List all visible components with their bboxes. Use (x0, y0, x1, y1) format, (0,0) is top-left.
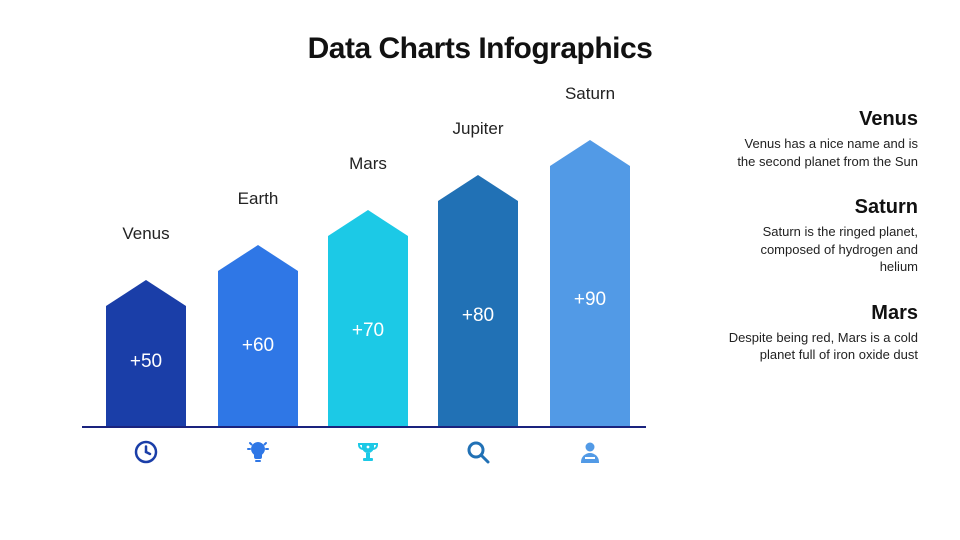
bar-tip (550, 140, 630, 166)
bar-label: Earth (218, 189, 298, 209)
bar-label: Jupiter (438, 119, 518, 139)
bar-value: +80 (438, 305, 518, 327)
bar-label: Saturn (550, 84, 630, 104)
bar-venus: Venus+50 (106, 280, 186, 426)
magnifier-icon (438, 440, 518, 469)
trophy-icon (328, 440, 408, 469)
note-mars: Mars Despite being red, Mars is a cold pl… (728, 302, 918, 364)
bar-tip (106, 280, 186, 306)
note-title: Venus (728, 108, 918, 131)
bar-tip (438, 175, 518, 201)
chart-baseline (82, 426, 646, 428)
slide: Data Charts Infographics Venus+50Earth+6… (0, 0, 960, 540)
bar-value: +60 (218, 335, 298, 357)
bar-saturn: Saturn+90 (550, 140, 630, 426)
bar-value: +70 (328, 320, 408, 342)
note-body: Saturn is the ringed planet, composed of… (728, 223, 918, 276)
bar-earth: Earth+60 (218, 245, 298, 426)
bar-value: +90 (550, 289, 630, 311)
bars-container: Venus+50Earth+60Mars+70Jupiter+80Saturn+… (88, 106, 640, 426)
bar-tip (218, 245, 298, 271)
clock-icon (106, 440, 186, 469)
note-venus: Venus Venus has a nice name and is the se… (728, 108, 918, 170)
arrow-bar-chart: Venus+50Earth+60Mars+70Jupiter+80Saturn+… (88, 108, 640, 428)
bar-label: Venus (106, 224, 186, 244)
note-body: Despite being red, Mars is a cold planet… (728, 329, 918, 364)
note-body: Venus has a nice name and is the second … (728, 135, 918, 170)
note-title: Saturn (728, 196, 918, 219)
page-title: Data Charts Infographics (0, 32, 960, 66)
bar-label: Mars (328, 154, 408, 174)
bar-value: +50 (106, 351, 186, 373)
bar-jupiter: Jupiter+80 (438, 175, 518, 426)
bar-mars: Mars+70 (328, 210, 408, 426)
note-title: Mars (728, 302, 918, 325)
bar-tip (328, 210, 408, 236)
person-icon (550, 440, 630, 469)
icon-row (88, 440, 640, 476)
notes-sidebar: Venus Venus has a nice name and is the se… (728, 108, 918, 390)
lightbulb-icon (218, 440, 298, 469)
note-saturn: Saturn Saturn is the ringed planet, compo… (728, 196, 918, 276)
